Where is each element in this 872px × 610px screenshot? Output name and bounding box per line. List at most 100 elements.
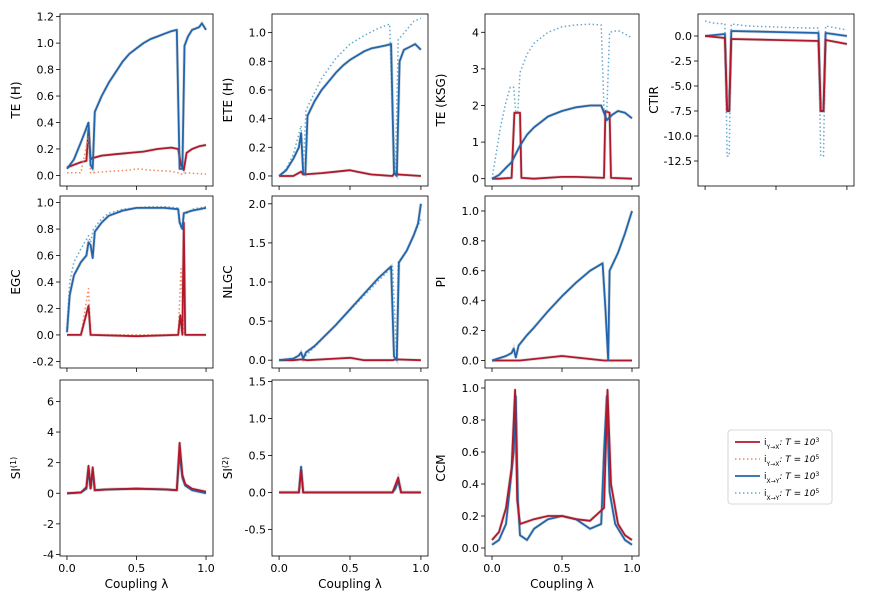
series-si1-yx_solid (66, 441, 207, 495)
plot-area-ete_h (278, 17, 423, 180)
panel-ccm: 0.0 0.2 0.4 0.6 0.8 1.0 0.0 0.5 1.0 CCM Coupling λ (434, 379, 641, 591)
ytick-label-ctir-0: -12.5 (664, 155, 692, 168)
plot-area-te_h (65, 20, 208, 176)
ytick-label-nlgc-3: 1.5 (249, 237, 267, 250)
legend-label-0: iY→X: T = 103 (764, 437, 819, 451)
ytick-label-pi-0: 0.0 (462, 355, 480, 368)
ytick-label-si1-4: 4 (47, 426, 54, 439)
ytick-label-ccm-5: 1.0 (462, 382, 480, 395)
axes-frame-te_ksg (484, 13, 640, 187)
band-pi-xy_solid (491, 210, 634, 363)
ytick-label-pi-5: 1.0 (462, 205, 480, 218)
ytick-label-nlgc-0: 0.0 (249, 354, 267, 367)
plot-area-pi (491, 210, 634, 363)
ytick-label-ccm-4: 0.8 (462, 414, 480, 427)
series-egc-xy_solid (66, 206, 207, 333)
ytick-label-ccm-2: 0.4 (462, 478, 480, 491)
xtick-label-si2-0: 0.0 (270, 562, 288, 575)
ytick-label-te_ksg-1: 1 (472, 136, 479, 149)
ylabel-ccm: CCM (434, 454, 448, 481)
panel-nlgc: 0.0 0.5 1.0 1.5 2.0 NLGC (221, 195, 429, 372)
plot-area-si1 (66, 441, 207, 495)
xtick-label-si2-2: 1.0 (412, 562, 430, 575)
ytick-label-egc-0: -0.2 (33, 355, 54, 368)
band-nlgc-xy_solid (278, 203, 423, 366)
series-pi-xy_solid (491, 210, 633, 362)
ytick-label-pi-1: 0.2 (462, 325, 480, 338)
ytick-label-nlgc-4: 2.0 (249, 198, 267, 211)
xlabel-si2: Coupling λ (318, 577, 382, 591)
ytick-label-te_ksg-3: 3 (472, 63, 479, 76)
series-te_ksg-xy_dotted (491, 23, 633, 179)
panel-ete_h: 0.0 0.2 0.4 0.6 0.8 1.0 ETE (H) (221, 13, 429, 190)
xtick-label-ccm-2: 1.0 (623, 562, 641, 575)
xtick-label-ccm-0: 0.0 (483, 562, 501, 575)
ytick-label-ccm-3: 0.6 (462, 446, 480, 459)
ytick-label-si2-2: 0.5 (249, 449, 267, 462)
series-te_ksg-yx_solid (492, 110, 633, 180)
panel-pi: 0.0 0.2 0.4 0.6 0.8 1.0 PI (434, 195, 640, 372)
ytick-label-ccm-1: 0.2 (462, 510, 480, 523)
xtick-label-ccm-1: 0.5 (553, 562, 571, 575)
series-pi-yx_solid (492, 355, 632, 362)
ytick-label-ctir-1: -10.0 (664, 130, 692, 143)
plot-area-egc (65, 205, 207, 338)
ytick-label-egc-1: 0.0 (37, 329, 55, 342)
axes-frame-si2 (271, 379, 429, 557)
axes-frame-nlgc (271, 195, 429, 369)
series-ctir-xy_dotted (704, 20, 848, 157)
series-ete_h-xy_dotted (278, 17, 422, 177)
ytick-label-te_h-2: 0.4 (37, 116, 55, 129)
ytick-label-te_ksg-0: 0 (472, 173, 479, 186)
ytick-label-te_h-6: 1.2 (37, 11, 55, 24)
ytick-label-ete_h-2: 0.4 (249, 113, 267, 126)
panel-te_ksg: 0 1 2 3 4 TE (KSG) (434, 13, 640, 190)
ytick-label-si1-5: 6 (47, 395, 54, 408)
ytick-label-ccm-0: 0.0 (462, 542, 480, 555)
series-nlgc-xy_solid (278, 203, 422, 362)
panel-si1: -4 -2 0 2 4 6 0.0 0.5 1.0 SI(1) Coupling λ (9, 379, 215, 591)
ytick-label-ctir-4: -2.5 (671, 55, 692, 68)
ytick-label-ete_h-4: 0.8 (249, 55, 267, 68)
ylabel-pi: PI (434, 277, 448, 288)
ytick-label-ete_h-5: 1.0 (249, 27, 267, 40)
xlabel-si1: Coupling λ (105, 577, 169, 591)
xtick-label-si1-0: 0.0 (58, 562, 76, 575)
xlabel-ccm: Coupling λ (530, 577, 594, 591)
ytick-label-ctir-3: -5.0 (671, 80, 692, 93)
ytick-label-si2-3: 1.0 (249, 412, 267, 425)
panel-si2: -0.5 0.0 0.5 1.0 1.5 0.0 0.5 1.0 SI(2) Coupling λ (221, 375, 430, 591)
ytick-label-te_h-1: 0.2 (37, 143, 55, 156)
ylabel-si1: SI(1) (9, 457, 24, 480)
ytick-label-ete_h-3: 0.6 (249, 84, 267, 97)
axes-frame-si1 (59, 379, 214, 557)
ytick-label-si2-4: 1.5 (249, 375, 267, 388)
xtick-label-si1-2: 1.0 (197, 562, 215, 575)
ytick-label-egc-2: 0.2 (37, 302, 55, 315)
legend-label-2: iX→Y: T = 103 (764, 471, 819, 485)
xtick-label-si1-1: 0.5 (128, 562, 146, 575)
ylabel-nlgc: NLGC (221, 265, 235, 298)
ytick-label-egc-4: 0.6 (37, 250, 55, 263)
ytick-label-ctir-5: 0.0 (675, 30, 693, 43)
panel-egc: -0.2 0.0 0.2 0.4 0.6 0.8 1.0 EGC (9, 195, 214, 372)
ytick-label-si1-1: -2 (43, 518, 54, 531)
series-te_h-yx_dotted (67, 134, 207, 175)
ytick-label-nlgc-2: 1.0 (249, 276, 267, 289)
ytick-label-te_ksg-4: 4 (472, 26, 479, 39)
axes-frame-ccm (484, 379, 640, 557)
ytick-label-te_h-5: 1.0 (37, 37, 55, 50)
series-te_h-xy_solid (66, 22, 207, 170)
ytick-label-te_ksg-2: 2 (472, 99, 479, 112)
ytick-label-te_h-0: 0.0 (37, 169, 55, 182)
xtick-label-si2-1: 0.5 (341, 562, 359, 575)
legend: iY→X: T = 103 iY→X: T = 105 iX→Y: T = 103 i… (727, 429, 833, 505)
ytick-label-si1-0: -4 (43, 548, 54, 561)
ylabel-si2: SI(2) (221, 457, 236, 480)
ylabel-te_ksg: TE (KSG) (434, 74, 448, 128)
series-nlgc-yx_solid (279, 356, 421, 362)
ytick-label-si2-0: -0.5 (245, 523, 266, 536)
ytick-label-egc-3: 0.4 (37, 276, 55, 289)
ytick-label-egc-5: 0.8 (37, 223, 55, 236)
